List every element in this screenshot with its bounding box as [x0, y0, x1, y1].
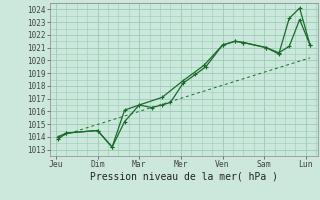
X-axis label: Pression niveau de la mer( hPa ): Pression niveau de la mer( hPa )	[90, 172, 278, 182]
